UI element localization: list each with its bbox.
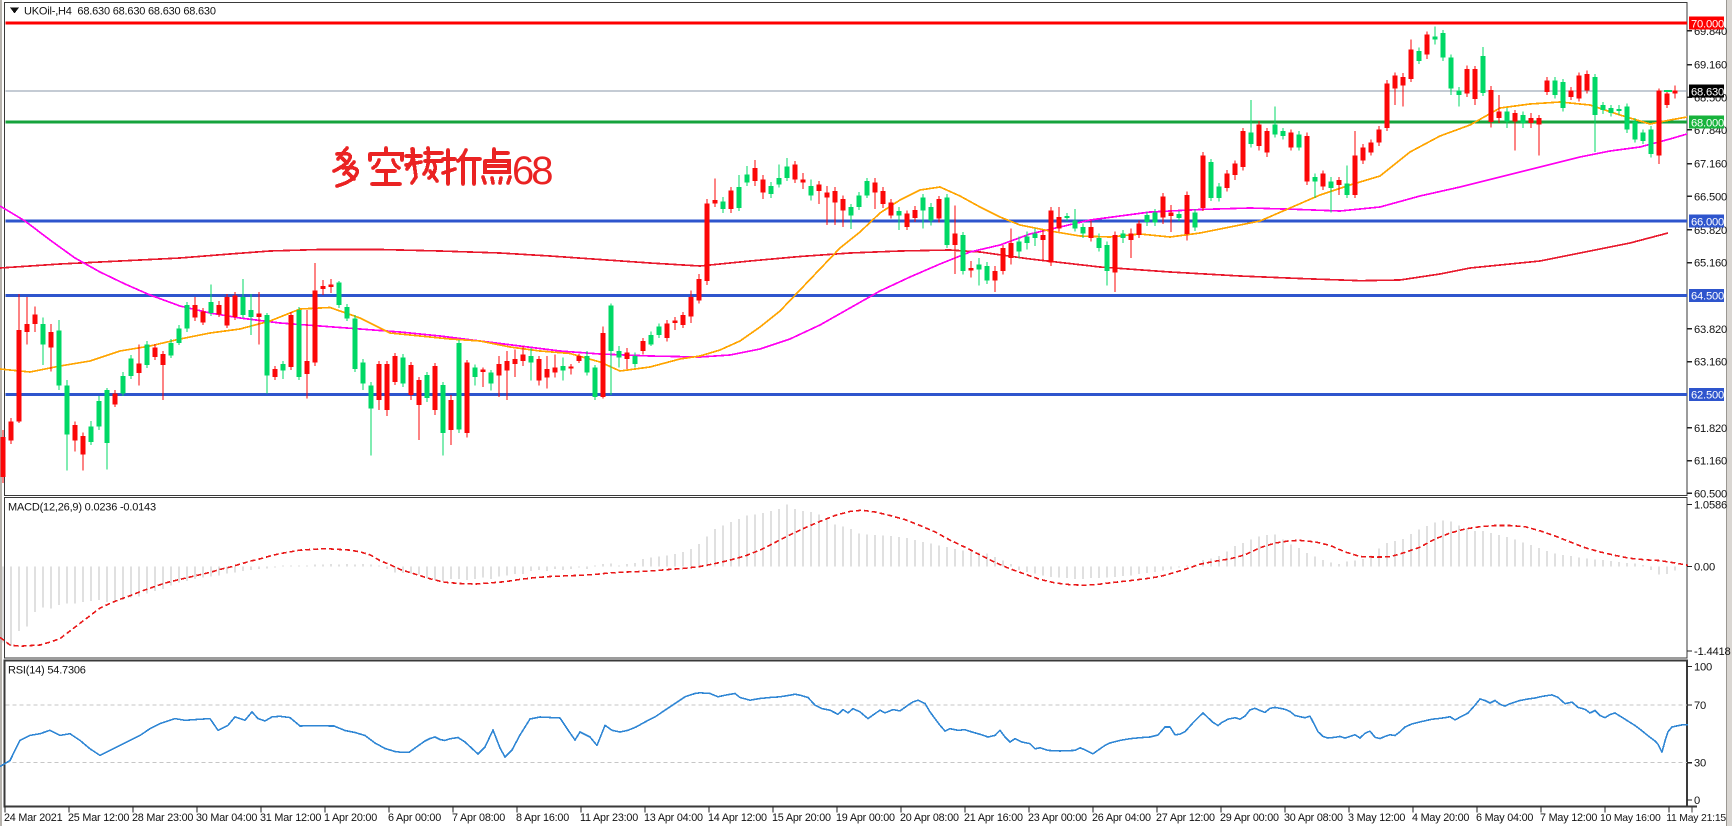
svg-text:0.00: 0.00 bbox=[1694, 562, 1715, 574]
svg-text:100: 100 bbox=[1694, 662, 1712, 674]
svg-text:69.160: 69.160 bbox=[1694, 60, 1727, 72]
svg-text:60.500: 60.500 bbox=[1694, 488, 1727, 500]
svg-text:27 Apr 12:00: 27 Apr 12:00 bbox=[1156, 812, 1215, 824]
svg-text:7 May 12:00: 7 May 12:00 bbox=[1540, 812, 1597, 824]
svg-text:RSI(14) 54.7306: RSI(14) 54.7306 bbox=[8, 665, 86, 677]
svg-text:68: 68 bbox=[512, 149, 552, 193]
svg-text:24 Mar 2021: 24 Mar 2021 bbox=[4, 812, 63, 824]
svg-text:11 May 21:15: 11 May 21:15 bbox=[1666, 813, 1726, 824]
svg-text:70.000: 70.000 bbox=[1691, 18, 1724, 30]
svg-text:66.500: 66.500 bbox=[1694, 191, 1727, 203]
svg-text:63.820: 63.820 bbox=[1694, 324, 1727, 336]
svg-text:15 Apr 20:00: 15 Apr 20:00 bbox=[772, 812, 831, 824]
svg-text:30: 30 bbox=[1694, 758, 1706, 770]
svg-text:UKOil-,H4 68.630 68.630 68.63: UKOil-,H4 68.630 68.630 68.630 68.630 bbox=[24, 6, 216, 18]
svg-text:-1.4418: -1.4418 bbox=[1694, 646, 1731, 658]
svg-text:26 Apr 04:00: 26 Apr 04:00 bbox=[1092, 812, 1151, 824]
svg-text:30 Apr 08:00: 30 Apr 08:00 bbox=[1284, 812, 1343, 824]
svg-text:65.820: 65.820 bbox=[1694, 225, 1727, 237]
svg-text:14 Apr 12:00: 14 Apr 12:00 bbox=[708, 812, 767, 824]
svg-text:23 Apr 00:00: 23 Apr 00:00 bbox=[1028, 812, 1087, 824]
svg-text:19 Apr 00:00: 19 Apr 00:00 bbox=[836, 812, 895, 824]
svg-text:70: 70 bbox=[1694, 700, 1706, 712]
svg-text:8 Apr 16:00: 8 Apr 16:00 bbox=[516, 812, 569, 824]
svg-text:11 Apr 23:00: 11 Apr 23:00 bbox=[580, 812, 638, 824]
svg-text:63.160: 63.160 bbox=[1694, 357, 1727, 369]
svg-text:68.630: 68.630 bbox=[1691, 86, 1724, 98]
svg-text:61.160: 61.160 bbox=[1694, 456, 1727, 468]
svg-text:64.500: 64.500 bbox=[1691, 291, 1724, 303]
svg-text:0: 0 bbox=[1694, 795, 1700, 807]
svg-text:61.820: 61.820 bbox=[1694, 423, 1727, 435]
svg-text:7 Apr 08:00: 7 Apr 08:00 bbox=[452, 812, 505, 824]
svg-text:20 Apr 08:00: 20 Apr 08:00 bbox=[900, 812, 959, 824]
svg-text:13 Apr 04:00: 13 Apr 04:00 bbox=[644, 812, 703, 824]
svg-text:67.160: 67.160 bbox=[1694, 159, 1727, 171]
svg-text:66.000: 66.000 bbox=[1691, 216, 1724, 228]
svg-text:21 Apr 16:00: 21 Apr 16:00 bbox=[964, 812, 1023, 824]
svg-text:MACD(12,26,9) 0.0236 -0.0143: MACD(12,26,9) 0.0236 -0.0143 bbox=[8, 502, 156, 514]
svg-text:30 Mar 04:00: 30 Mar 04:00 bbox=[196, 812, 257, 824]
svg-text:65.160: 65.160 bbox=[1694, 258, 1727, 270]
svg-text:1.0586: 1.0586 bbox=[1694, 500, 1727, 512]
svg-text:31 Mar 12:00: 31 Mar 12:00 bbox=[260, 812, 321, 824]
svg-text:28 Mar 23:00: 28 Mar 23:00 bbox=[132, 812, 193, 824]
svg-text:10 May 16:00: 10 May 16:00 bbox=[1600, 813, 1661, 824]
svg-text:6 Apr 00:00: 6 Apr 00:00 bbox=[388, 812, 441, 824]
svg-text:29 Apr 00:00: 29 Apr 00:00 bbox=[1220, 812, 1279, 824]
svg-text:6 May 04:00: 6 May 04:00 bbox=[1476, 812, 1533, 824]
svg-text:3 May 12:00: 3 May 12:00 bbox=[1348, 812, 1405, 824]
svg-text:25 Mar 12:00: 25 Mar 12:00 bbox=[68, 812, 129, 824]
svg-text:68.000: 68.000 bbox=[1691, 117, 1724, 129]
svg-text:4 May 20:00: 4 May 20:00 bbox=[1412, 812, 1469, 824]
svg-text:62.500: 62.500 bbox=[1691, 390, 1724, 402]
svg-text:1 Apr 20:00: 1 Apr 20:00 bbox=[324, 812, 377, 824]
